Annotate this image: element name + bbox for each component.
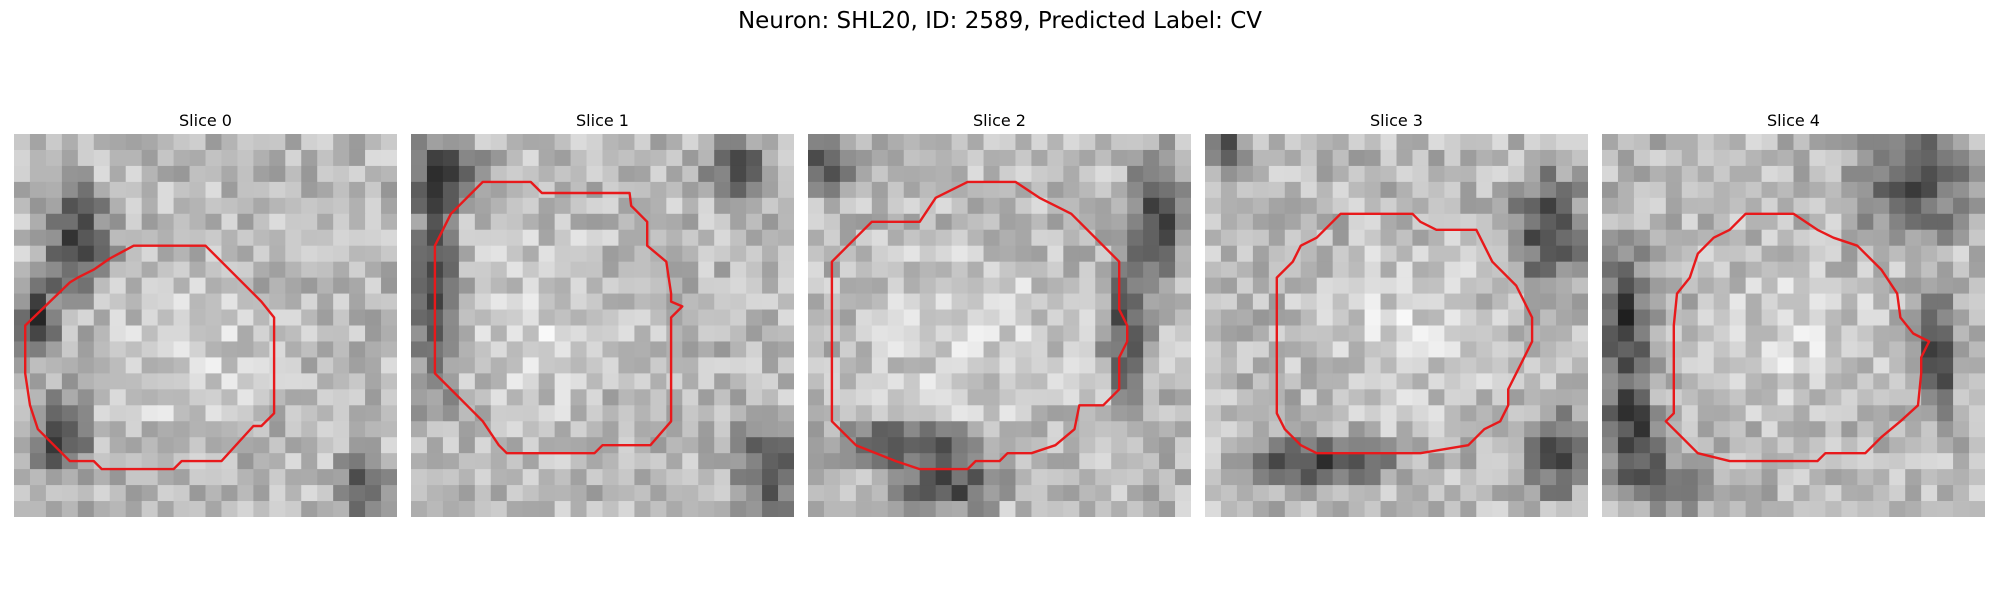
slice-title-0: Slice 0 bbox=[179, 111, 232, 130]
slice-image-1 bbox=[411, 134, 794, 517]
slice-panel-0: Slice 0 bbox=[14, 108, 397, 517]
slice-panel-3: Slice 3 bbox=[1205, 108, 1588, 517]
slice-image-3 bbox=[1205, 134, 1588, 517]
slice-panel-1: Slice 1 bbox=[411, 108, 794, 517]
slice-title-4: Slice 4 bbox=[1767, 111, 1820, 130]
figure-title: Neuron: SHL20, ID: 2589, Predicted Label… bbox=[737, 8, 1263, 34]
slice-title-3: Slice 3 bbox=[1370, 111, 1423, 130]
cell-contour bbox=[1275, 212, 1534, 455]
slice-title-1: Slice 1 bbox=[576, 111, 629, 130]
slice-image-4 bbox=[1602, 134, 1985, 517]
slice-image-2 bbox=[808, 134, 1191, 517]
slice-image-0 bbox=[14, 134, 397, 517]
slice-panel-2: Slice 2 bbox=[808, 108, 1191, 517]
cell-contour bbox=[23, 244, 276, 471]
slice-panel-4: Slice 4 bbox=[1602, 108, 1985, 517]
cell-contour bbox=[433, 180, 684, 455]
slice-title-2: Slice 2 bbox=[973, 111, 1026, 130]
cell-contour bbox=[830, 180, 1129, 471]
cell-contour bbox=[1664, 212, 1931, 463]
